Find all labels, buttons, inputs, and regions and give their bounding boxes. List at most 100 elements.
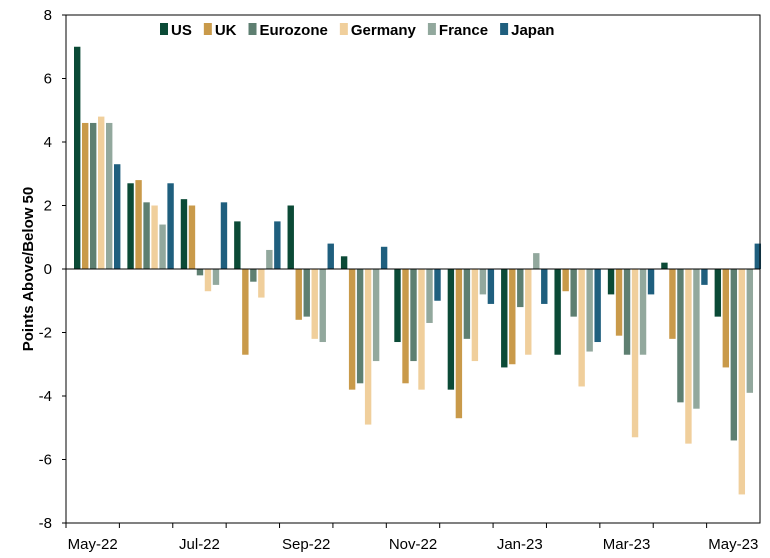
bar-japan-mar-23	[647, 269, 655, 295]
y-tick-label: -4	[39, 388, 52, 405]
legend-label-uk: UK	[215, 22, 237, 39]
bar-germany-jun-22	[151, 205, 158, 269]
bar-eurozone-mar-23	[623, 269, 631, 355]
bar-us-dec-22	[447, 269, 455, 390]
bar-uk-oct-22	[348, 269, 356, 390]
x-tick-label: Jan-23	[497, 536, 543, 553]
bar-japan-nov-22	[434, 269, 441, 301]
bar-eurozone-feb-23	[570, 269, 577, 317]
bar-uk-mar-23	[615, 269, 623, 336]
bar-us-may-22	[74, 46, 81, 269]
y-axis-ticks: -8 -6 -4 -2 0 2 4 6 8	[39, 7, 66, 532]
bar-japan-oct-22	[380, 246, 388, 269]
bar-japan-apr-23	[701, 269, 708, 285]
x-tick-label: May-22	[68, 536, 118, 553]
bar-uk-nov-22	[402, 269, 409, 384]
bar-eurozone-jan-23	[517, 269, 524, 308]
bar-eurozone-jun-22	[143, 202, 150, 269]
x-tick-label: Mar-23	[603, 536, 651, 553]
bar-germany-jan-23	[525, 269, 532, 355]
bar-uk-may-22	[82, 122, 89, 269]
bar-uk-apr-23	[669, 269, 676, 339]
bar-us-sep-22	[287, 205, 294, 269]
legend-label-japan: Japan	[511, 22, 554, 39]
legend-swatch-eurozone	[248, 23, 257, 35]
x-tick-label: Sep-22	[282, 536, 330, 553]
legend-swatch-japan	[500, 23, 509, 35]
x-axis-ticks: May-22 Jul-22 Sep-22 Nov-22 Jan-23 Mar-23 May-…	[65, 523, 758, 553]
bar-japan-jun-22	[167, 183, 174, 269]
bar-france-jan-23	[533, 253, 540, 270]
legend: US UK Eurozone Germany France Japan	[160, 22, 554, 39]
y-tick-label: -8	[39, 515, 52, 532]
bar-uk-jul-22	[188, 205, 196, 269]
legend-label-eurozone: Eurozone	[260, 22, 328, 39]
bar-uk-jan-23	[509, 269, 516, 365]
bar-uk-aug-22	[242, 269, 249, 355]
bar-eurozone-jul-22	[196, 269, 204, 276]
legend-swatch-germany	[339, 23, 348, 35]
bar-france-nov-22	[426, 269, 433, 323]
bar-germany-feb-23	[578, 269, 585, 387]
bar-eurozone-apr-23	[677, 269, 684, 403]
bar-france-may-23	[746, 269, 754, 393]
y-tick-label: -2	[39, 325, 52, 342]
y-tick-label: -6	[39, 452, 52, 469]
bar-us-jan-23	[501, 269, 508, 368]
bar-uk-may-23	[722, 269, 730, 368]
bar-germany-jul-22	[204, 269, 212, 292]
y-tick-label: 8	[44, 7, 52, 24]
y-tick-label: 4	[44, 134, 52, 151]
bar-france-sep-22	[319, 269, 326, 343]
bar-uk-dec-22	[455, 269, 463, 419]
bar-japan-jan-23	[541, 269, 548, 304]
bar-france-may-22	[106, 122, 113, 269]
bar-eurozone-may-22	[90, 122, 97, 269]
x-tick-label: Jul-22	[179, 536, 220, 553]
bar-germany-oct-22	[364, 269, 372, 425]
bar-france-jun-22	[159, 224, 166, 269]
bar-us-mar-23	[607, 269, 615, 295]
bar-japan-sep-22	[327, 243, 334, 269]
bar-eurozone-aug-22	[250, 269, 257, 282]
bar-eurozone-may-23	[730, 269, 738, 441]
bar-france-feb-23	[586, 269, 593, 352]
bar-japan-may-22	[114, 164, 121, 269]
bar-eurozone-nov-22	[410, 269, 417, 362]
bar-us-may-23	[714, 269, 722, 317]
bar-eurozone-sep-22	[303, 269, 310, 317]
bar-japan-feb-23	[594, 269, 601, 343]
bar-us-jun-22	[127, 183, 134, 269]
plot-frame	[65, 14, 761, 524]
bar-uk-jun-22	[135, 180, 142, 269]
legend-label-us: US	[171, 22, 192, 39]
bar-germany-mar-23	[631, 269, 639, 438]
bar-germany-may-22	[98, 116, 105, 269]
bar-us-feb-23	[554, 269, 561, 355]
x-tick-label: May-23	[708, 536, 758, 553]
bar-france-oct-22	[372, 269, 380, 362]
bar-japan-jul-22	[220, 202, 228, 269]
bar-uk-sep-22	[295, 269, 302, 320]
bar-eurozone-dec-22	[463, 269, 471, 339]
legend-label-france: France	[439, 22, 488, 39]
legend-label-germany: Germany	[351, 22, 417, 39]
bar-france-apr-23	[693, 269, 700, 409]
bar-germany-apr-23	[685, 269, 692, 444]
y-tick-label: 6	[44, 71, 52, 88]
bar-germany-aug-22	[258, 269, 265, 298]
bar-us-apr-23	[661, 262, 668, 269]
bar-germany-sep-22	[311, 269, 318, 339]
bar-japan-may-23	[754, 243, 762, 269]
legend-swatch-us	[160, 23, 168, 35]
y-tick-label: 2	[44, 198, 52, 215]
legend-swatch-uk	[203, 23, 212, 35]
legend-swatch-france	[427, 23, 436, 35]
bar-japan-aug-22	[274, 221, 281, 270]
y-tick-label: 0	[44, 261, 52, 278]
bar-germany-nov-22	[418, 269, 425, 390]
bar-germany-dec-22	[471, 269, 479, 362]
bar-eurozone-oct-22	[356, 269, 364, 384]
bar-us-jul-22	[180, 199, 188, 269]
